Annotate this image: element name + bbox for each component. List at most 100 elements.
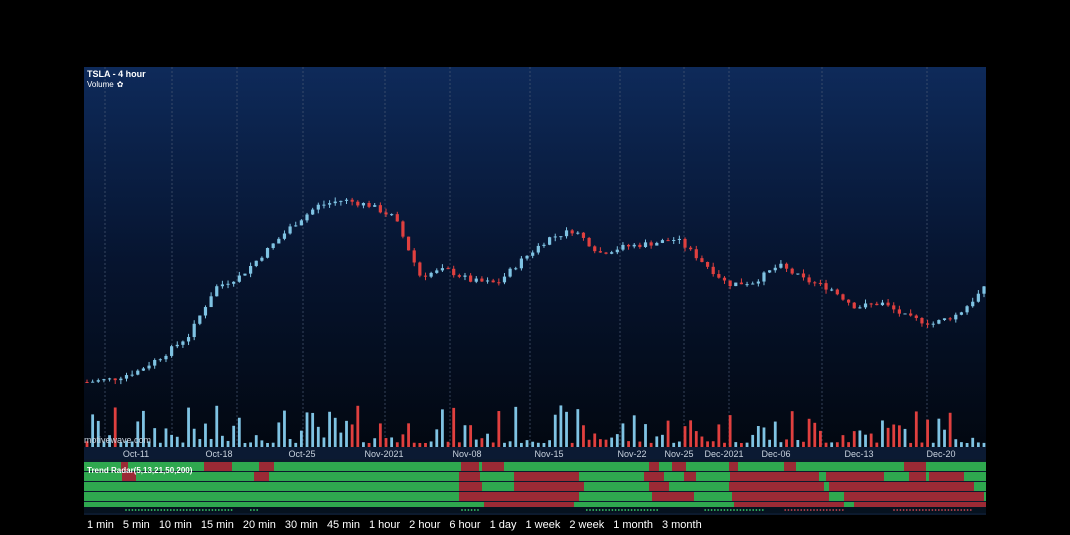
candle-body: [649, 242, 653, 246]
timeframe-button-30-min[interactable]: 30 min: [284, 519, 318, 531]
trend-radar-segment: [734, 502, 844, 511]
trend-radar-segment: [649, 482, 669, 491]
candle-body: [384, 212, 388, 215]
candle-body: [965, 306, 969, 313]
candle-body: [886, 302, 890, 306]
timeframe-button-15-min[interactable]: 15 min: [200, 519, 234, 531]
volume-bar: [740, 442, 743, 447]
timeframe-button-1-day[interactable]: 1 day: [489, 519, 517, 531]
candle-body: [660, 240, 665, 243]
candle-body: [768, 270, 772, 273]
signal-dot: [227, 509, 230, 511]
candle-body: [311, 209, 315, 215]
chart-title: TSLA - 4 hour: [87, 69, 146, 79]
candle-body: [220, 284, 224, 287]
timeframe-button-1-min[interactable]: 1 min: [87, 519, 114, 531]
timeframe-button-2-week[interactable]: 2 week: [569, 519, 605, 531]
volume-bar: [249, 442, 253, 447]
volume-bar: [125, 440, 128, 447]
candle-body: [130, 374, 134, 376]
candle-body: [694, 249, 698, 259]
timeframe-button-45-min[interactable]: 45 min: [326, 519, 360, 531]
volume-bar: [937, 418, 941, 447]
volume-bar: [960, 442, 963, 447]
signal-dot: [589, 509, 591, 511]
candle-body: [491, 280, 495, 283]
candle-body: [344, 199, 349, 201]
signal-dot: [176, 509, 179, 511]
volume-bar: [294, 442, 298, 447]
volume-bar: [474, 439, 478, 447]
candle-body: [91, 381, 95, 383]
volume-bar: [158, 442, 162, 447]
trend-radar-title: Trend Radar(5,13,21,50,200): [87, 466, 193, 475]
timeframe-button-1-hour[interactable]: 1 hour: [368, 519, 401, 531]
timeframe-button-2-hour[interactable]: 2 hour: [409, 519, 441, 531]
timeframe-button-3-month[interactable]: 3 month: [661, 519, 702, 531]
volume-bar: [931, 442, 935, 447]
candle-body: [390, 214, 394, 216]
candle-body: [784, 263, 789, 269]
candle-body: [508, 268, 512, 277]
volume-bar: [260, 440, 264, 447]
candle-body: [192, 323, 196, 338]
volume-bar: [531, 441, 535, 447]
trend-radar-segment: [672, 462, 686, 471]
timeframe-button-5-min[interactable]: 5 min: [122, 519, 150, 531]
timeframe-button-20-min[interactable]: 20 min: [242, 519, 276, 531]
volume-bar: [672, 442, 676, 447]
candle-body: [265, 248, 270, 258]
volume-bar: [198, 439, 202, 447]
signal-dot: [477, 509, 479, 511]
timeframe-button-6-hour[interactable]: 6 hour: [449, 519, 481, 531]
trend-radar-signal-row: [84, 507, 986, 513]
candle-body: [728, 280, 732, 287]
candle-body: [542, 244, 546, 246]
trend-radar-segment: [644, 472, 664, 481]
gear-icon[interactable]: ✿: [116, 80, 124, 89]
signal-dot: [653, 509, 655, 511]
candle-body: [813, 282, 817, 284]
signal-dot: [153, 509, 156, 511]
volume-bar: [796, 440, 800, 447]
volume-bar: [192, 428, 196, 447]
candle-body: [734, 282, 738, 287]
volume-bar: [486, 433, 489, 447]
candle-body: [610, 252, 614, 254]
signal-dot: [710, 509, 713, 511]
trend-radar-row: [84, 462, 986, 471]
candle-body: [751, 283, 755, 285]
timeframe-button-1-week[interactable]: 1 week: [525, 519, 561, 531]
volume-bar: [723, 442, 726, 447]
timeframe-button-10-min[interactable]: 10 min: [158, 519, 192, 531]
volume-bar: [85, 441, 89, 447]
candle-body: [102, 379, 106, 381]
candle-body: [739, 282, 744, 285]
candle-body: [531, 252, 535, 256]
candle-body: [322, 204, 326, 206]
signal-dot: [793, 509, 796, 511]
signal-dot: [934, 509, 937, 511]
trend-radar-segment: [729, 462, 738, 471]
signal-dot: [736, 509, 739, 511]
timeframe-button-1-month[interactable]: 1 month: [613, 519, 653, 531]
volume-bar: [181, 442, 185, 447]
volume-bar: [632, 415, 636, 447]
volume-bar: [237, 417, 241, 447]
candle-body: [463, 275, 467, 277]
candle-body: [615, 249, 619, 253]
signal-dot: [726, 509, 729, 511]
volume-bar: [215, 405, 219, 447]
candle-body: [971, 301, 975, 307]
volume-label-row[interactable]: Volume ✿: [87, 80, 123, 89]
volume-bar: [773, 421, 777, 447]
volume-bar: [875, 442, 879, 447]
candle-body: [818, 282, 822, 284]
volume-bar: [700, 436, 704, 447]
volume-bar: [621, 423, 625, 447]
trend-radar-segment: [121, 462, 128, 471]
signal-dot: [249, 509, 252, 511]
volume-bar: [903, 428, 907, 447]
volume-bar: [976, 442, 980, 447]
volume-bar: [717, 424, 721, 447]
